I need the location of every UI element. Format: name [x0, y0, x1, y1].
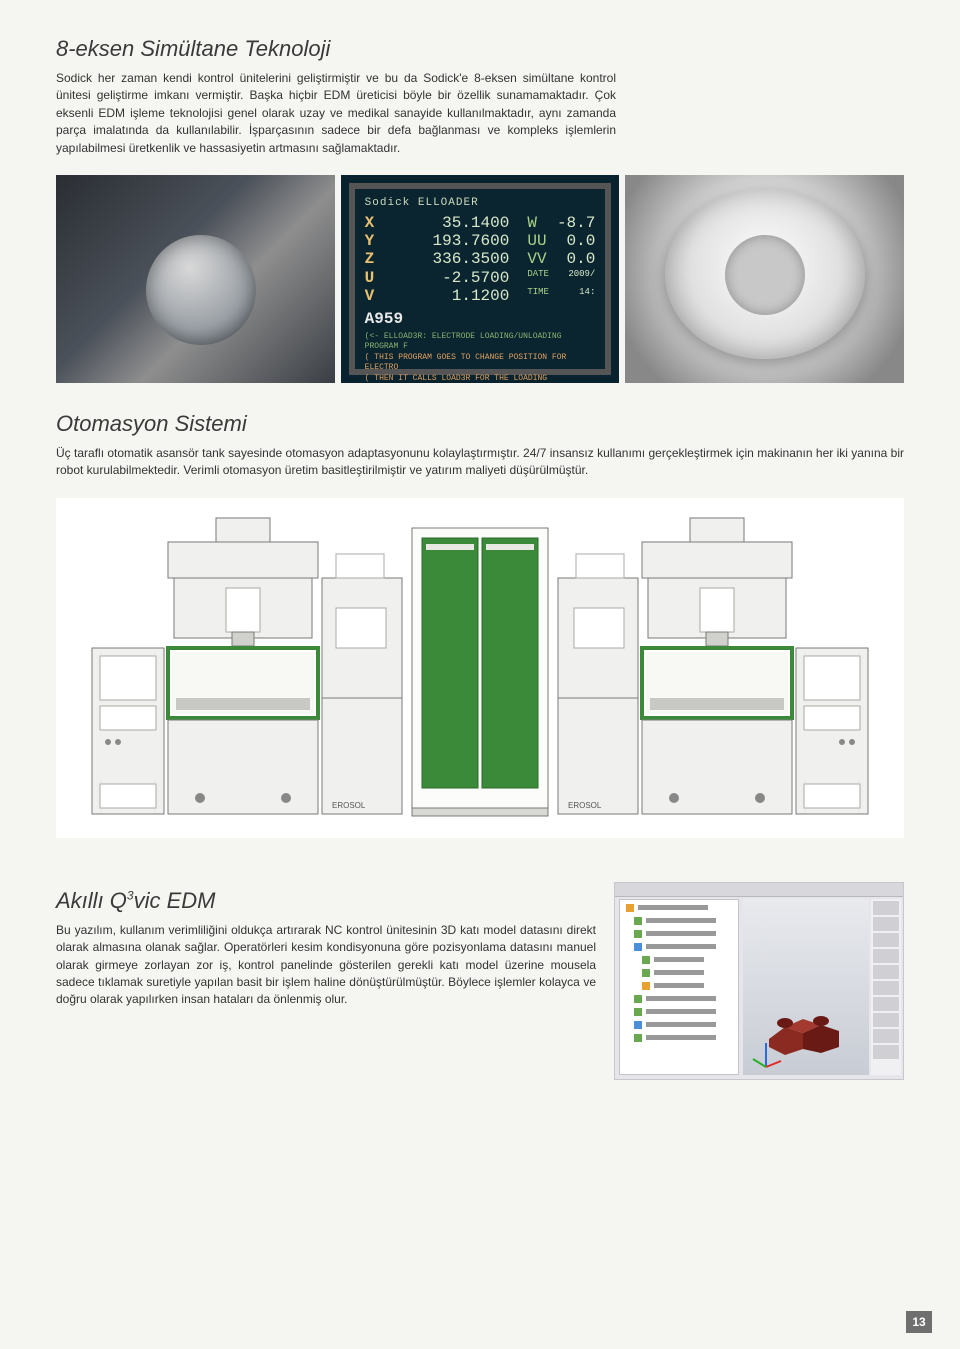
machine-diagram: EROSOL EROSOL	[56, 498, 904, 838]
svg-text:EROSOL: EROSOL	[332, 801, 366, 810]
crt-display: Sodick ELLOADER X35.1400W-8.7 Y193.7600U…	[349, 183, 612, 375]
photo-workpiece	[625, 175, 904, 383]
photo-machining	[56, 175, 335, 383]
crt-brand: Sodick ELLOADER	[365, 197, 596, 210]
svg-text:EROSOL: EROSOL	[568, 801, 602, 810]
page-number: 13	[906, 1311, 932, 1333]
heading-q3vic: Akıllı Q3vic EDM	[56, 888, 596, 914]
crt-row: U-2.5700DATE2009/	[365, 269, 596, 287]
machine-svg: EROSOL EROSOL	[56, 498, 904, 838]
body-q3vic: Bu yazılım, kullanım verimliliğini olduk…	[56, 922, 596, 1009]
photo-row: Sodick ELLOADER X35.1400W-8.7 Y193.7600U…	[56, 175, 904, 383]
crt-row: V1.1200TIME14:	[365, 287, 596, 305]
body-8axis: Sodick her zaman kendi kontrol üniteleri…	[56, 70, 616, 157]
crt-row: Y193.7600UU0.0	[365, 232, 596, 250]
section-q3vic-text: Akıllı Q3vic EDM Bu yazılım, kullanım ve…	[56, 882, 596, 1009]
software-screenshot	[614, 882, 904, 1080]
body-automation: Üç taraflı otomatik asansör tank sayesin…	[56, 445, 904, 480]
software-tree	[619, 899, 739, 1075]
section-8axis: 8-eksen Simültane Teknoloji Sodick her z…	[56, 30, 904, 157]
photo-crt-screen: Sodick ELLOADER X35.1400W-8.7 Y193.7600U…	[341, 175, 620, 383]
axis-indicator-icon	[749, 1037, 783, 1071]
crt-row: X35.1400W-8.7	[365, 214, 596, 232]
section-8axis-text: 8-eksen Simültane Teknoloji Sodick her z…	[56, 30, 616, 157]
heading-8axis: 8-eksen Simültane Teknoloji	[56, 36, 616, 62]
crt-model: A959	[365, 310, 596, 328]
crt-row: Z336.3500VV0.0	[365, 250, 596, 268]
heading-automation: Otomasyon Sistemi	[56, 411, 904, 437]
software-viewport	[743, 899, 869, 1075]
software-toolbar	[615, 883, 903, 897]
software-palette	[871, 899, 901, 1075]
crt-msg-title: (<- ELLOAD3R: ELECTRODE LOADING/UNLOADIN…	[365, 332, 596, 351]
crt-msg: ( THIS PROGRAM GOES TO CHANGE POSITION F…	[365, 353, 596, 372]
crt-msg: ( THEN IT CALLS LOAD3R FOR THE LOADING	[365, 374, 596, 383]
section-automation: Otomasyon Sistemi Üç taraflı otomatik as…	[56, 411, 904, 480]
section-q3vic: Akıllı Q3vic EDM Bu yazılım, kullanım ve…	[56, 882, 904, 1080]
